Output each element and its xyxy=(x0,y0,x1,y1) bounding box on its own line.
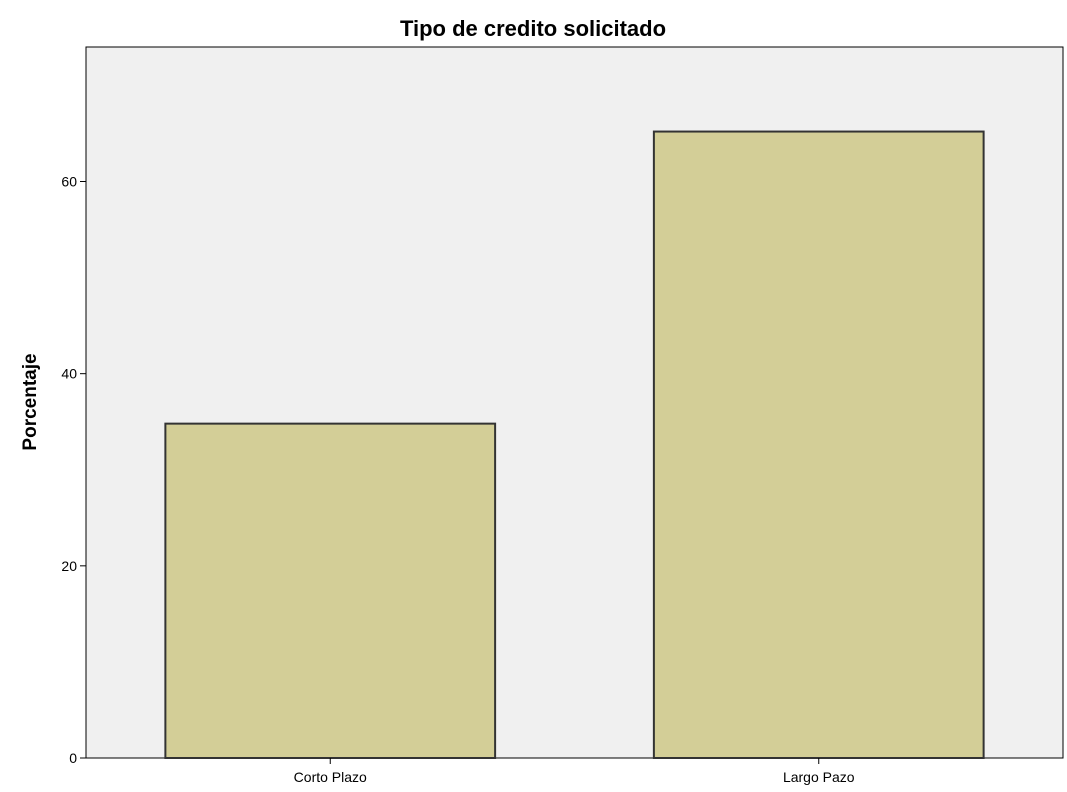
y-tick-label-3: 60 xyxy=(61,174,77,190)
y-tick-label-0: 0 xyxy=(69,750,77,766)
bars xyxy=(164,130,985,760)
bar-1 xyxy=(652,130,985,760)
x-tick-label-0: Corto Plazo xyxy=(294,769,367,785)
bar-0 xyxy=(164,422,497,759)
y-axis: 0 20 40 60 xyxy=(61,174,86,766)
chart-title: Tipo de credito solicitado xyxy=(400,16,666,41)
y-axis-label: Porcentaje xyxy=(20,353,41,450)
x-axis: Corto Plazo Largo Pazo xyxy=(294,758,855,785)
y-tick-label-1: 20 xyxy=(61,558,77,574)
x-tick-label-1: Largo Pazo xyxy=(783,769,855,785)
y-tick-label-2: 40 xyxy=(61,366,77,382)
